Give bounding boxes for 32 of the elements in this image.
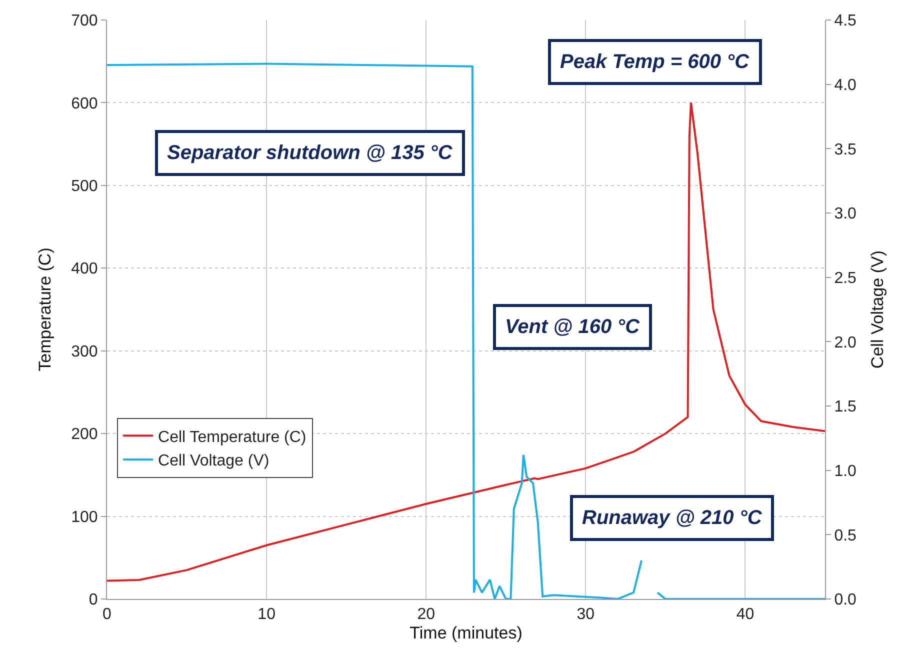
y-tick-label: 0 bbox=[88, 592, 98, 609]
x-tick-label: 0 bbox=[102, 606, 112, 624]
y-axis-title: Temperature (C) bbox=[36, 248, 55, 372]
y2-tick-label: 0.0 bbox=[834, 592, 857, 609]
x-tick-label: 20 bbox=[417, 606, 436, 624]
x-tick-label: 10 bbox=[258, 606, 276, 624]
y2-axis-title: Cell Voltage (V) bbox=[868, 250, 887, 369]
y2-tick-label: 4.5 bbox=[834, 12, 857, 30]
x-axis-title: Time (minutes) bbox=[410, 624, 522, 643]
y-tick-label: 100 bbox=[71, 508, 98, 526]
legend-label: Cell Voltage (V) bbox=[158, 452, 270, 470]
annotation: Vent @ 160 °C bbox=[505, 316, 640, 338]
y2-tick-label: 0.5 bbox=[834, 527, 857, 544]
y-tick-label: 600 bbox=[71, 95, 98, 112]
y-tick-label: 300 bbox=[71, 343, 98, 360]
x-tick-label: 40 bbox=[736, 606, 754, 624]
y2-tick-label: 4.0 bbox=[834, 76, 857, 94]
y2-tick-label: 2.0 bbox=[834, 334, 857, 352]
y-tick-label: 700 bbox=[71, 12, 98, 30]
y2-tick-label: 3.5 bbox=[834, 141, 857, 158]
annotation: Runaway @ 210 °C bbox=[582, 507, 762, 529]
y-tick-label: 400 bbox=[71, 260, 98, 278]
legend-label: Cell Temperature (C) bbox=[158, 428, 306, 446]
y2-tick-label: 1.5 bbox=[834, 398, 857, 416]
y2-tick-label: 2.5 bbox=[834, 270, 857, 287]
y2-tick-label: 3.0 bbox=[834, 206, 857, 223]
y-tick-label: 500 bbox=[71, 178, 98, 196]
annotation: Separator shutdown @ 135 °C bbox=[167, 142, 453, 164]
y-tick-label: 200 bbox=[71, 426, 98, 444]
annotation: Peak Temp = 600 °C bbox=[560, 51, 750, 73]
x-tick-label: 30 bbox=[576, 606, 595, 624]
y2-tick-label: 1.0 bbox=[834, 462, 857, 480]
